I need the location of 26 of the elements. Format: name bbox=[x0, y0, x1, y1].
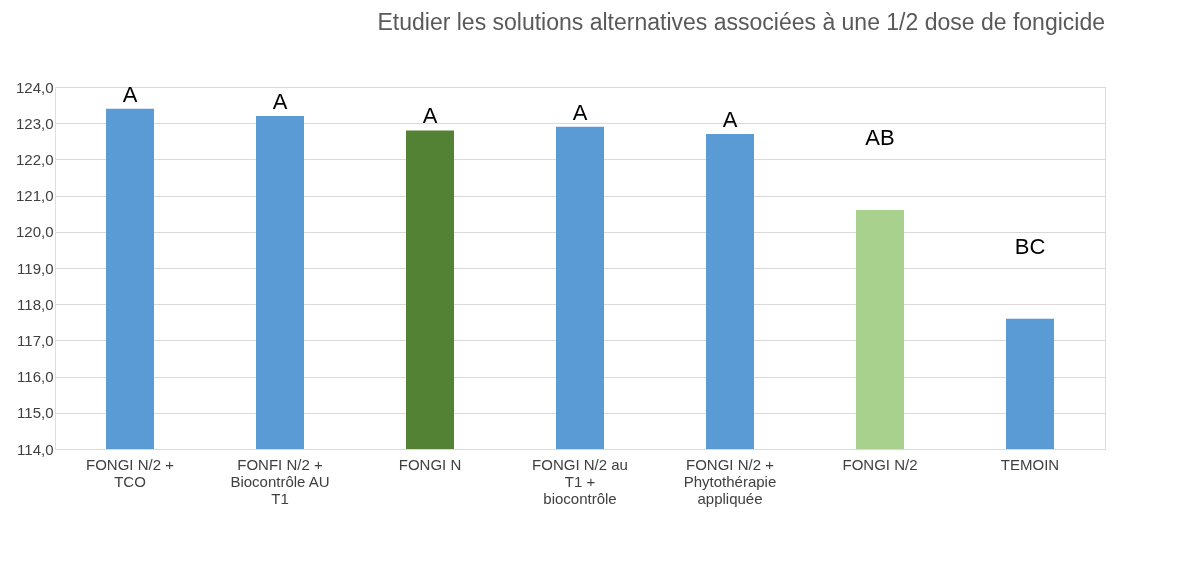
x-tick-label: FONFI N/2 + Biocontrôle AU T1 bbox=[230, 455, 330, 507]
y-tick-label: 123,0 bbox=[15, 114, 54, 132]
annotation: A bbox=[122, 81, 138, 107]
chart-title: Etudier les solutions alternatives associées à une 1/2 dose de fongicide bbox=[377, 9, 1105, 35]
annotation: AB bbox=[865, 125, 895, 151]
annotation: A bbox=[422, 103, 438, 129]
y-tick-label: 119,0 bbox=[17, 259, 54, 277]
x-tick-label: FONGI N/2 + TCO bbox=[86, 455, 175, 490]
y-tick-label: 114,0 bbox=[17, 440, 54, 458]
annotation: BC bbox=[1014, 233, 1046, 259]
annotation: A bbox=[722, 107, 738, 133]
y-tick-label: 124,0 bbox=[15, 78, 54, 96]
y-tick-label: 116,0 bbox=[17, 368, 54, 386]
x-tick-label: FONGI N/2 au T1 + biocontrôle bbox=[532, 455, 628, 507]
y-tick-label: 115,0 bbox=[17, 404, 54, 422]
annotation: A bbox=[272, 88, 288, 114]
y-tick-label: 118,0 bbox=[17, 295, 54, 313]
y-tick-label: 122,0 bbox=[15, 150, 54, 168]
y-tick-label: 121,0 bbox=[15, 187, 54, 205]
annotation: A bbox=[572, 99, 588, 125]
x-tick-label: FONGI N/2 bbox=[842, 455, 918, 473]
x-tick-label: TEMOIN bbox=[1000, 455, 1060, 473]
x-tick-label: FONGI N/2 + Phytothérapie appliquée bbox=[683, 455, 777, 507]
y-tick-label: 120,0 bbox=[15, 223, 54, 241]
x-tick-label: FONGI N bbox=[398, 455, 462, 473]
y-tick-label: 117,0 bbox=[17, 331, 54, 349]
